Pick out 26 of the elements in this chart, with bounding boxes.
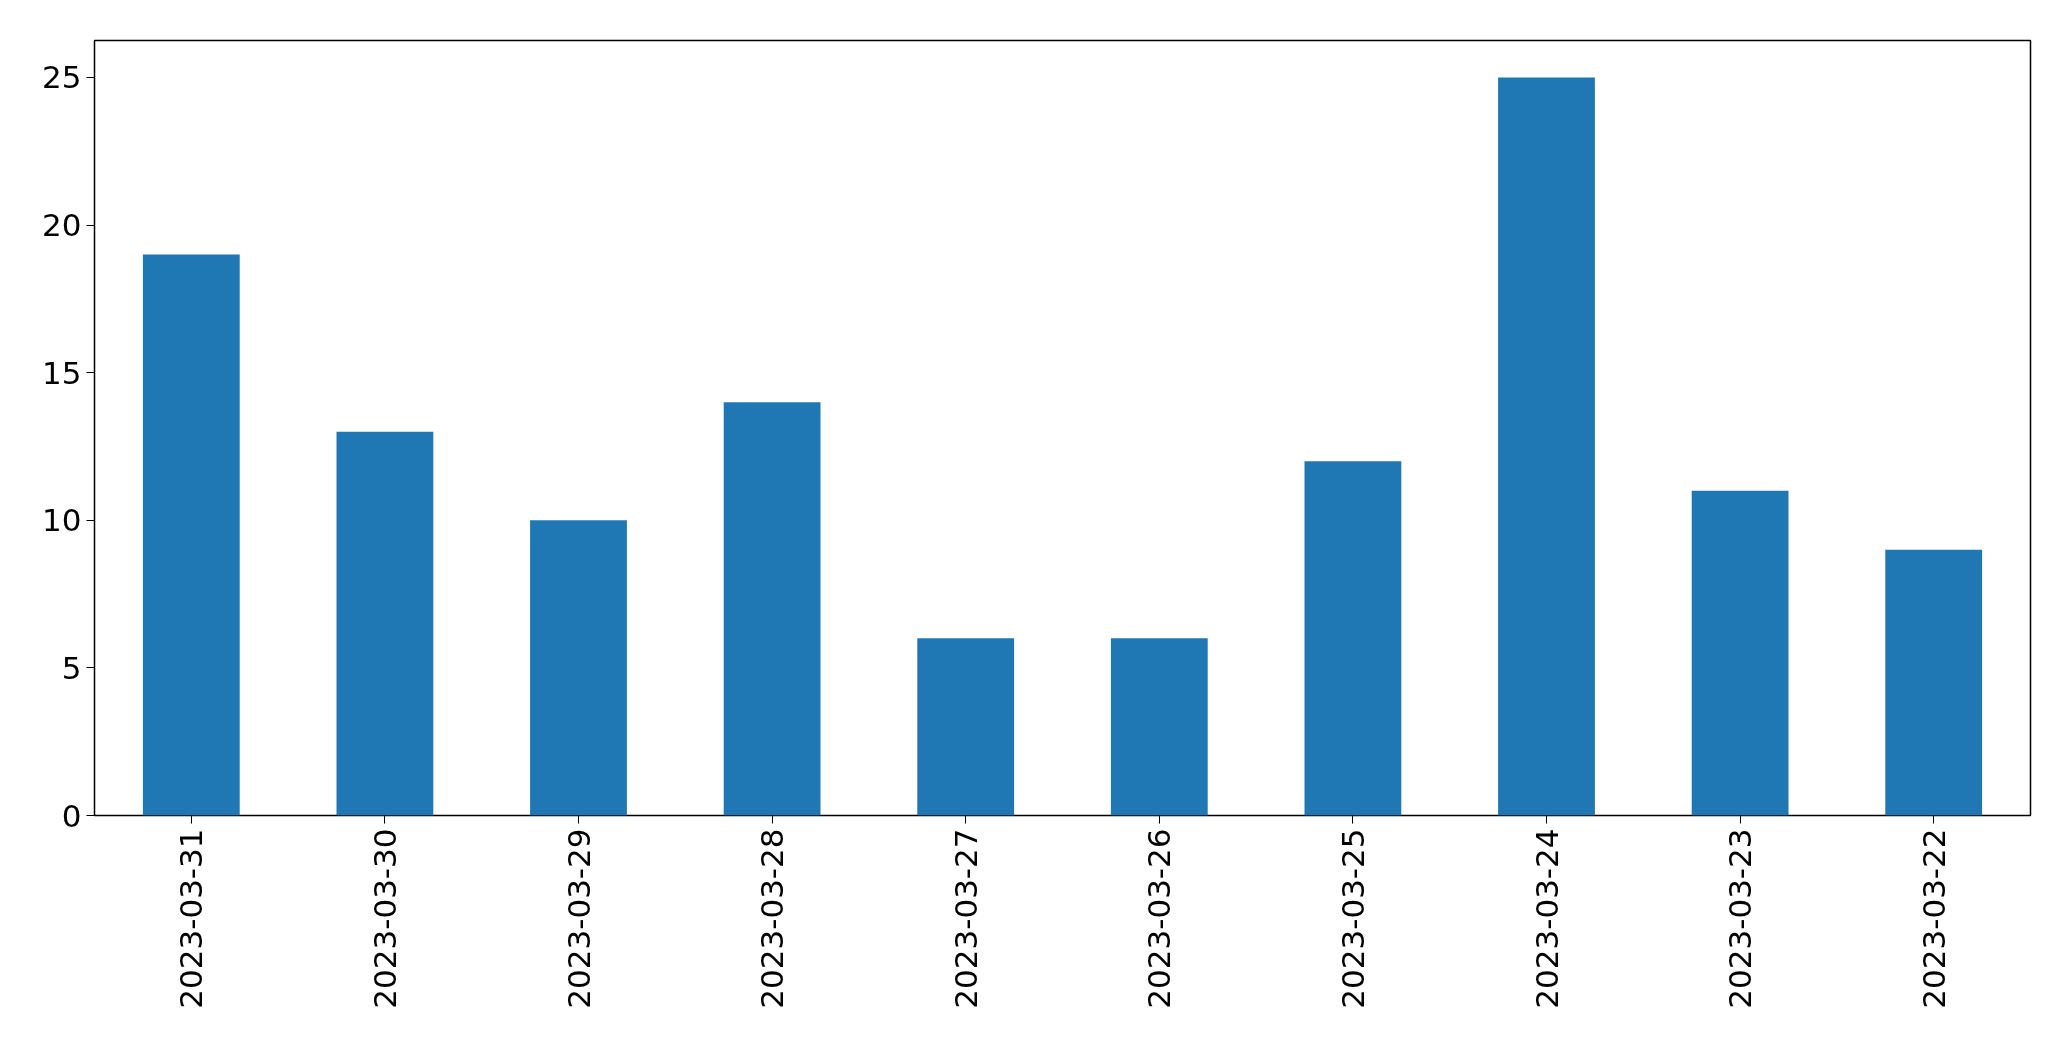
- bar: [1304, 461, 1402, 816]
- x-tick-label: 2023-03-31: [173, 828, 210, 1009]
- bar: [530, 520, 627, 816]
- y-tick-label: 15: [42, 354, 82, 391]
- bar: [1498, 77, 1595, 816]
- x-tick-label: 2023-03-23: [1722, 828, 1759, 1009]
- x-tick-label: 2023-03-26: [1141, 828, 1178, 1009]
- bar: [1691, 490, 1789, 816]
- y-tick-label: 20: [42, 207, 82, 244]
- x-tick-label: 2023-03-24: [1528, 828, 1565, 1009]
- bar: [723, 402, 821, 816]
- bar: [142, 254, 240, 816]
- y-tick-label: 0: [61, 797, 82, 834]
- y-tick-label: 5: [61, 649, 82, 686]
- x-tick-label: 2023-03-29: [560, 828, 597, 1009]
- bar: [1110, 638, 1208, 816]
- x-tick-label: 2023-03-25: [1334, 828, 1371, 1009]
- bar: [917, 638, 1015, 816]
- bar: [336, 431, 434, 816]
- x-tick-label: 2023-03-22: [1915, 828, 1952, 1009]
- x-tick-label: 2023-03-27: [947, 828, 984, 1009]
- y-tick-label: 10: [42, 502, 82, 539]
- y-tick-label: 25: [42, 59, 82, 96]
- x-tick-label: 2023-03-28: [754, 828, 791, 1009]
- bar: [1885, 549, 1983, 816]
- x-tick-label: 2023-03-30: [366, 828, 403, 1009]
